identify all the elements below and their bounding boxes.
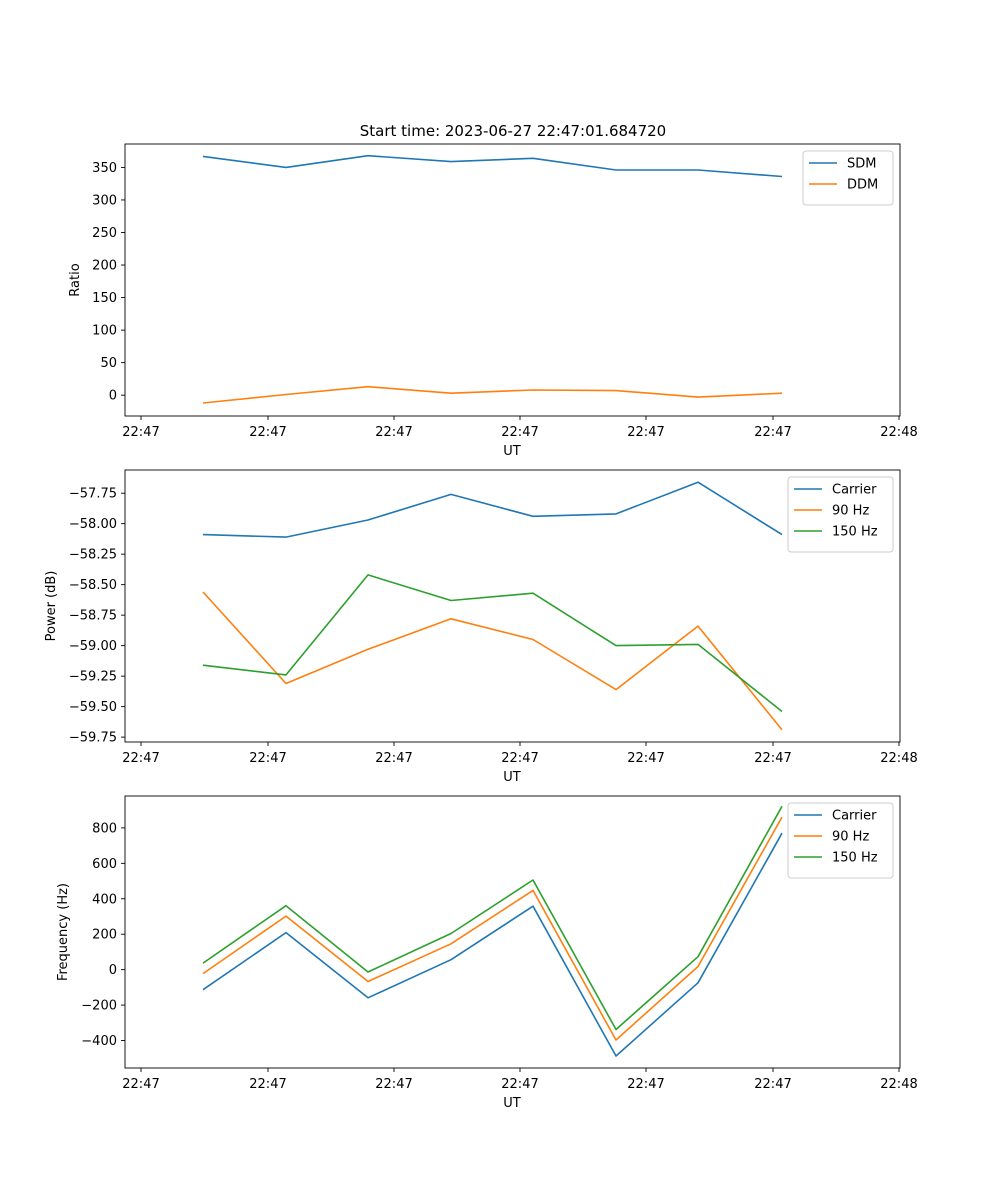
legend: Carrier 90 Hz 150 Hz [787,802,894,879]
y-tick-label: 400 [92,892,117,907]
x-tick-label: 22:47 [754,751,791,766]
y-tick-label: 50 [100,356,117,371]
y-axis-label: Frequency (Hz) [56,883,71,981]
legend-label: 90 Hz [832,504,869,519]
x-tick-label: 22:47 [627,425,664,440]
subplot-1: 22:47 22:47 22:47 22:47 22:47 22:47 22:48 UT 0 50… [68,143,918,459]
y-tick-label: −400 [81,1034,117,1049]
x-tick-label: 22:47 [122,751,159,766]
x-tick-label: 22:47 [754,1077,791,1092]
y-axis-label: Ratio [68,263,83,296]
y-tick-label: −59.75 [69,731,117,746]
legend-box [787,802,894,879]
legend-label: Carrier [832,809,877,824]
y-tick-label: −57.75 [69,487,117,502]
y-tick-label: −59.00 [69,639,117,654]
x-tick-label: 22:47 [375,425,412,440]
y-axis-label: Power (dB) [44,571,59,642]
axes-frame [124,143,901,417]
legend-box [802,150,894,206]
y-tick-label: 200 [92,259,117,274]
y-tick-label: −58.75 [69,609,117,624]
subplot-2: 22:47 22:47 22:47 22:47 22:47 22:47 22:48 UT −57… [44,469,918,785]
x-axis-label: UT [503,770,521,785]
x-tick-label: 22:47 [501,751,538,766]
x-tick-label: 22:47 [754,425,791,440]
x-tick-label: 22:47 [501,425,538,440]
y-tick-label: 300 [92,193,117,208]
legend-label: Carrier [832,483,877,498]
legend-box [787,476,894,553]
y-tick-label: 350 [92,161,117,176]
y-tick-label: 0 [109,389,117,404]
y-tick-label: 250 [92,226,117,241]
x-tick-label: 22:47 [375,1077,412,1092]
y-tick-label: −59.50 [69,700,117,715]
series-line-ddm [202,385,783,404]
y-tick-label: −200 [81,999,117,1014]
x-tick-label: 22:47 [122,1077,159,1092]
legend-label: 150 Hz [832,525,878,540]
subplot-3: 22:47 22:47 22:47 22:47 22:47 22:47 22:48 UT −40… [56,795,918,1111]
x-tick-label: 22:47 [249,1077,286,1092]
x-axis-label: UT [503,1096,521,1111]
series-line-150-hz [202,574,783,713]
y-tick-label: 600 [92,857,117,872]
y-tick-label: −58.50 [69,578,117,593]
y-tick-label: −58.25 [69,548,117,563]
y-tick-label: 0 [109,963,117,978]
x-tick-label: 22:47 [249,425,286,440]
y-tick-label: 150 [92,291,117,306]
legend-label: DDM [847,178,878,193]
figure-title: Start time: 2023-06-27 22:47:01.684720 [360,122,666,140]
y-tick-label: 200 [92,928,117,943]
series-line-150-hz [202,805,783,1031]
x-axis-label: UT [503,444,521,459]
y-tick-label: −59.25 [69,670,117,685]
series-line-90-hz [202,591,783,731]
legend: SDM DDM [802,150,894,206]
y-tick-label: 100 [92,324,117,339]
series-line-90-hz [202,816,783,1041]
x-tick-label: 22:48 [880,425,917,440]
x-tick-label: 22:47 [122,425,159,440]
legend-label: 90 Hz [832,830,869,845]
legend-label: SDM [847,157,876,172]
x-tick-label: 22:47 [249,751,286,766]
y-tick-label: −58.00 [69,517,117,532]
x-tick-label: 22:48 [880,1077,917,1092]
axes-frame [124,469,901,743]
x-tick-label: 22:47 [375,751,412,766]
x-tick-label: 22:47 [627,751,664,766]
legend-label: 150 Hz [832,851,878,866]
axes-frame [124,795,901,1069]
legend: Carrier 90 Hz 150 Hz [787,476,894,553]
x-tick-label: 22:48 [880,751,917,766]
series-line-carrier [202,832,783,1057]
series-line-sdm [202,154,783,178]
series-line-carrier [202,481,783,538]
x-tick-label: 22:47 [627,1077,664,1092]
x-tick-label: 22:47 [501,1077,538,1092]
y-tick-label: 800 [92,821,117,836]
